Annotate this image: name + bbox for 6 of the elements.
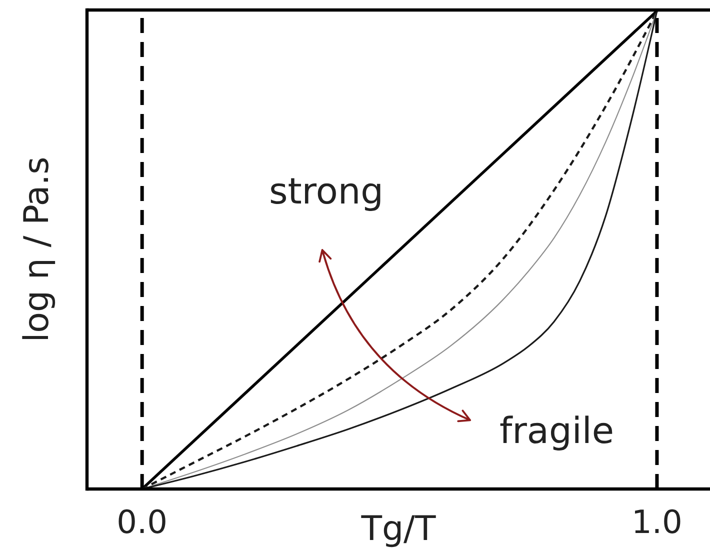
x-axis-title: Tg/T: [360, 509, 436, 549]
annotation: fragile: [499, 411, 614, 452]
x-tick-label: 0.0: [116, 503, 168, 541]
y-axis-title: log η / Pa.s: [17, 156, 57, 342]
annotation: strong: [268, 172, 384, 213]
x-tick-label: 1.0: [632, 503, 682, 541]
